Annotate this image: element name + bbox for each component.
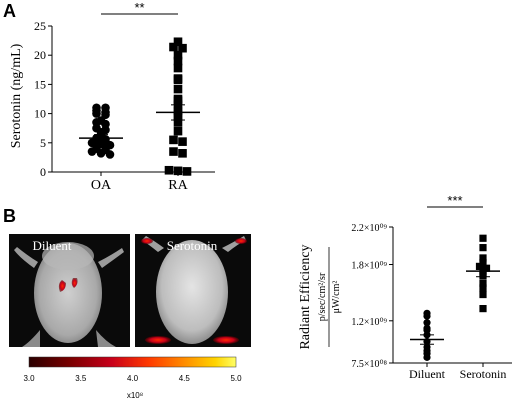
data-point-ra bbox=[173, 118, 183, 127]
data-point-diluent bbox=[423, 312, 431, 320]
data-point-ra bbox=[173, 56, 183, 66]
data-point-diluent bbox=[423, 319, 431, 327]
data-point-serotonin bbox=[479, 234, 487, 242]
data-point-ra bbox=[173, 37, 183, 47]
panel-b-letter: B bbox=[3, 206, 16, 226]
data-point-ra bbox=[178, 149, 187, 158]
data-point-ra bbox=[169, 42, 178, 52]
data-point-oa bbox=[96, 149, 106, 158]
serotonin-photo: Serotonin bbox=[135, 234, 251, 347]
signal-spot bbox=[141, 238, 153, 244]
diluent-photo-label: Diluent bbox=[33, 238, 72, 253]
signal-spot bbox=[58, 280, 66, 292]
data-point-ra bbox=[173, 126, 183, 136]
data-point-ra bbox=[178, 137, 187, 146]
colorbar: 3.0 3.5 4.0 4.5 5.0 x10⁸ bbox=[23, 356, 242, 400]
panel-a-letter: A bbox=[3, 1, 16, 21]
imaging-panel: Diluent Serotonin 3.0 3.5 4.0 4.5 5.0 x10⁸ bbox=[9, 234, 251, 400]
y-tick-label: 25 bbox=[34, 19, 46, 33]
serotonin-photo-label: Serotonin bbox=[167, 238, 218, 253]
x-tick-label: Serotonin bbox=[460, 367, 507, 381]
data-point-oa bbox=[87, 147, 97, 156]
data-point-ra bbox=[178, 43, 187, 53]
data-point-ra bbox=[182, 167, 192, 176]
data-point-serotonin bbox=[479, 284, 487, 292]
x-tick-label: OA bbox=[91, 178, 112, 193]
colorbar-tick-label: 3.0 bbox=[23, 374, 35, 383]
data-point-serotonin bbox=[475, 262, 484, 270]
signal-spot bbox=[213, 336, 239, 344]
colorbar-multiplier: x10⁸ bbox=[127, 391, 143, 400]
significance-label: *** bbox=[447, 193, 462, 208]
colorbar-tick-label: 4.5 bbox=[179, 374, 191, 383]
data-point-oa bbox=[105, 150, 115, 159]
chart-b-ylabel-denominator: μW/cm² bbox=[331, 281, 342, 314]
data-point-ra bbox=[169, 147, 178, 156]
colorbar-tick-label: 5.0 bbox=[230, 374, 242, 383]
data-point-ra bbox=[164, 165, 174, 175]
y-tick-label: 1.2×10⁰⁹ bbox=[351, 317, 387, 328]
signal-spot bbox=[71, 278, 78, 288]
diluent-photo: Diluent bbox=[9, 234, 130, 347]
data-point-serotonin bbox=[479, 279, 487, 287]
colorbar-tick-label: 4.0 bbox=[127, 374, 139, 383]
y-tick-label: 15 bbox=[34, 77, 46, 91]
data-point-oa bbox=[92, 109, 101, 118]
y-tick-label: 7.5×10⁰⁸ bbox=[351, 359, 387, 370]
data-point-ra bbox=[173, 50, 183, 60]
data-point-ra bbox=[169, 135, 178, 145]
y-tick-label: 0 bbox=[40, 165, 46, 179]
y-tick-label: 5 bbox=[40, 136, 46, 150]
data-point-serotonin bbox=[479, 254, 487, 262]
chart-a-ylabel: Serotonin (ng/mL) bbox=[9, 43, 24, 148]
data-point-ra bbox=[173, 166, 183, 176]
data-point-serotonin bbox=[479, 305, 487, 313]
data-point-serotonin bbox=[479, 244, 487, 252]
y-tick-label: 1.8×10⁰⁹ bbox=[351, 261, 387, 272]
chart-b: Radiant Efficiency p/sec/cm²/sr μW/cm² 7… bbox=[298, 193, 512, 381]
data-point-serotonin bbox=[479, 290, 487, 299]
y-tick-label: 20 bbox=[34, 48, 46, 62]
x-tick-label: Diluent bbox=[409, 367, 446, 381]
data-point-ra bbox=[173, 75, 183, 85]
data-point-ra bbox=[173, 63, 183, 73]
y-tick-label: 2.2×10⁰⁹ bbox=[351, 223, 387, 234]
colorbar-tick-label: 3.5 bbox=[75, 374, 87, 383]
data-point-diluent bbox=[423, 353, 431, 361]
x-tick-label: RA bbox=[168, 178, 188, 193]
data-point-oa bbox=[101, 110, 110, 120]
chart-a: Serotonin (ng/mL) 0 5 10 15 20 25 OA RA ** bbox=[9, 0, 215, 193]
signal-spot bbox=[145, 336, 171, 344]
significance-label: ** bbox=[134, 0, 144, 15]
chart-b-ylabel: Radiant Efficiency bbox=[298, 244, 313, 349]
data-point-ra bbox=[173, 84, 183, 94]
data-point-serotonin bbox=[479, 259, 487, 267]
y-tick-label: 10 bbox=[34, 107, 46, 121]
chart-b-ylabel-numerator: p/sec/cm²/sr bbox=[317, 272, 328, 321]
signal-spot bbox=[235, 238, 247, 244]
